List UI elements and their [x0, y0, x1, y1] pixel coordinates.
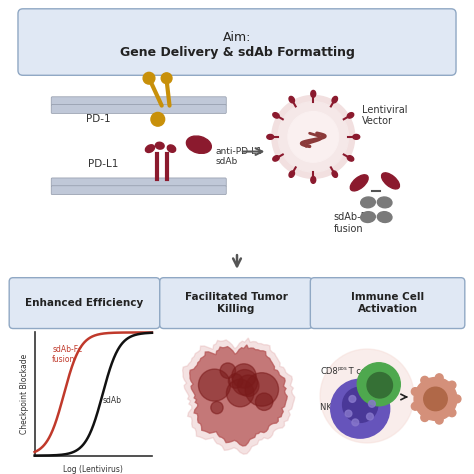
Circle shape	[435, 374, 443, 382]
Circle shape	[220, 363, 236, 378]
Text: Facilitated Tumor
Killing: Facilitated Tumor Killing	[184, 292, 287, 314]
Circle shape	[448, 409, 456, 417]
Ellipse shape	[273, 113, 279, 118]
Text: PD-L1: PD-L1	[88, 159, 118, 169]
Circle shape	[414, 377, 457, 420]
Circle shape	[199, 369, 230, 401]
Text: Lentiviral
Vector: Lentiviral Vector	[362, 105, 408, 126]
Circle shape	[343, 387, 378, 422]
Circle shape	[288, 111, 339, 162]
Text: Immune Cell
Activation: Immune Cell Activation	[351, 292, 424, 314]
Text: sdAb-Fc
fusion: sdAb-Fc fusion	[52, 345, 82, 365]
Circle shape	[237, 375, 259, 396]
Circle shape	[448, 381, 456, 389]
Text: pos: pos	[337, 366, 347, 371]
FancyBboxPatch shape	[51, 178, 226, 187]
Ellipse shape	[332, 171, 337, 177]
Text: NK  cell: NK cell	[320, 403, 352, 412]
Circle shape	[424, 387, 447, 410]
Ellipse shape	[350, 175, 368, 191]
FancyBboxPatch shape	[51, 186, 226, 194]
Circle shape	[411, 388, 419, 395]
FancyBboxPatch shape	[51, 105, 226, 113]
Circle shape	[349, 395, 356, 402]
Circle shape	[331, 379, 390, 438]
Text: Checkpoint Blockade: Checkpoint Blockade	[20, 354, 29, 434]
Ellipse shape	[311, 91, 316, 97]
FancyBboxPatch shape	[9, 278, 160, 328]
Ellipse shape	[382, 173, 400, 189]
Ellipse shape	[353, 135, 360, 139]
Circle shape	[227, 379, 254, 407]
Text: Log (Lentivirus): Log (Lentivirus)	[64, 465, 123, 474]
Ellipse shape	[267, 135, 273, 139]
Ellipse shape	[155, 142, 164, 149]
Circle shape	[411, 402, 419, 410]
FancyBboxPatch shape	[310, 278, 465, 328]
Circle shape	[228, 374, 243, 388]
Ellipse shape	[361, 197, 375, 208]
Circle shape	[453, 395, 461, 403]
Text: PD-1: PD-1	[86, 114, 110, 124]
Polygon shape	[190, 345, 287, 446]
Text: Gene Delivery & sdAb Formatting: Gene Delivery & sdAb Formatting	[119, 46, 355, 59]
Circle shape	[345, 410, 352, 417]
Circle shape	[255, 393, 273, 410]
FancyBboxPatch shape	[160, 278, 312, 328]
Circle shape	[232, 364, 256, 388]
Ellipse shape	[167, 145, 176, 152]
Ellipse shape	[377, 212, 392, 222]
Ellipse shape	[332, 96, 337, 103]
Circle shape	[367, 373, 392, 398]
Ellipse shape	[347, 155, 354, 161]
Circle shape	[143, 73, 155, 84]
Ellipse shape	[377, 197, 392, 208]
Ellipse shape	[361, 212, 375, 222]
Circle shape	[232, 370, 257, 395]
Circle shape	[245, 373, 279, 406]
Ellipse shape	[289, 96, 294, 103]
Ellipse shape	[347, 113, 354, 118]
Circle shape	[161, 73, 172, 83]
FancyBboxPatch shape	[18, 9, 456, 75]
Text: CD8: CD8	[320, 367, 338, 376]
Circle shape	[352, 419, 359, 426]
Text: T cell: T cell	[346, 367, 370, 376]
Text: sdAb: sdAb	[103, 396, 122, 405]
Circle shape	[357, 363, 400, 406]
Ellipse shape	[311, 176, 316, 183]
Circle shape	[421, 414, 428, 421]
Ellipse shape	[146, 145, 155, 153]
Circle shape	[320, 349, 414, 443]
Circle shape	[151, 112, 164, 126]
Text: sdAb-Fc
fusion: sdAb-Fc fusion	[334, 212, 373, 234]
Circle shape	[368, 401, 375, 407]
Circle shape	[435, 416, 443, 424]
Circle shape	[272, 96, 355, 178]
FancyBboxPatch shape	[51, 97, 226, 106]
Ellipse shape	[186, 136, 211, 154]
Circle shape	[366, 413, 374, 420]
Ellipse shape	[273, 155, 279, 161]
Ellipse shape	[289, 171, 294, 177]
Circle shape	[211, 401, 223, 414]
Text: Aim:: Aim:	[223, 31, 251, 44]
Circle shape	[278, 102, 348, 172]
Polygon shape	[182, 338, 295, 454]
Circle shape	[421, 376, 428, 384]
Text: Enhanced Efficiency: Enhanced Efficiency	[25, 298, 144, 308]
Text: anti-PD-L1
sdAb: anti-PD-L1 sdAb	[216, 147, 263, 166]
